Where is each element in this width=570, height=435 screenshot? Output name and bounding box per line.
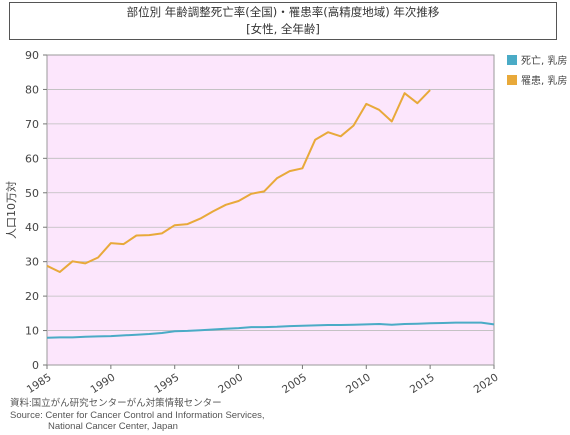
legend-label-0: 死亡, 乳房 [521,54,567,67]
y-tick-label: 50 [25,187,39,200]
x-tick-label: 1990 [89,371,118,396]
x-tick-label: 2010 [344,371,373,396]
series-line-1 [46,89,431,273]
line-chart: 0 10 20 30 40 50 60 70 80 90 1985 1990 1995 2000 2005 2… [4,49,567,396]
x-tick-label: 2020 [472,371,501,396]
y-tick-label: 30 [25,256,39,269]
x-tick-label: 2000 [216,371,245,396]
y-tick-label: 0 [32,359,39,372]
chart-title-box: 部位別 年齢調整死亡率(全国)・罹患率(高精度地域) 年次推移 [女性, 全年齢… [9,2,557,40]
y-tick-label: 10 [25,325,39,338]
source-line-3: National Cancer Center, Japan [48,421,178,432]
source-note: 資料:国立がん研究センターがん対策情報センター Source: Center f… [10,398,265,433]
y-tick-label: 20 [25,290,39,303]
x-tick-label: 2015 [408,371,437,396]
y-tick-label: 90 [25,49,39,62]
source-line-1: 資料:国立がん研究センターがん対策情報センター [10,398,222,409]
legend-label-1: 罹患, 乳房 [521,74,567,87]
plot-area [46,54,495,366]
series-line-0 [46,321,495,339]
source-line-2: Source: Center for Cancer Control and In… [10,409,265,421]
legend-swatch-1 [507,75,517,85]
y-tick-label: 70 [25,118,39,131]
chart-subtitle: [女性, 全年齢] [246,22,320,36]
y-tick-label: 80 [25,83,39,96]
y-axis-label: 人口10万対 [4,181,18,239]
chart-title: 部位別 年齢調整死亡率(全国)・罹患率(高精度地域) 年次推移 [126,5,440,19]
y-tick-label: 60 [25,152,39,165]
x-tick-label: 1985 [25,371,54,396]
legend-swatch-0 [507,55,517,65]
x-tick-label: 2005 [280,371,309,396]
x-tick-label: 1995 [152,371,181,396]
y-tick-label: 40 [25,221,39,234]
